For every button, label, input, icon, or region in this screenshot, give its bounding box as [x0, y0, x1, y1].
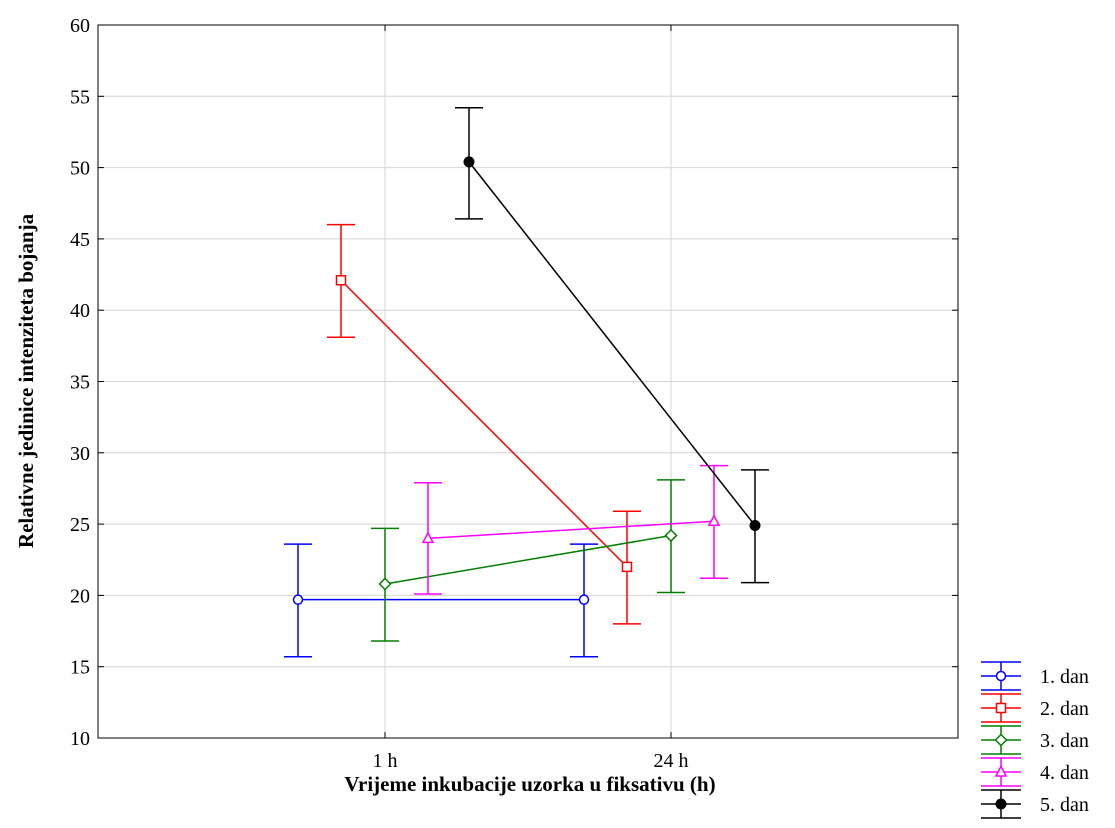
legend-marker [995, 702, 1007, 714]
legend: 1. dan 2. dan 3. dan 4. dan 5. dan [981, 661, 1089, 819]
legend-label: 2. dan [1040, 698, 1089, 720]
data-point [421, 531, 435, 544]
series-line [427, 520, 715, 540]
y-tick-label: 20 [70, 585, 90, 607]
series-2 [327, 223, 641, 625]
legend-marker [995, 798, 1007, 810]
legend-item: 2. dan [981, 693, 1089, 723]
legend-item: 3. dan [981, 725, 1089, 755]
y-tick-label: 25 [70, 514, 90, 536]
legend-label: 3. dan [1040, 730, 1089, 752]
legend-label: 1. dan [1040, 666, 1089, 688]
x-axis: 1 h 24 h [373, 25, 689, 772]
legend-label: 5. dan [1040, 794, 1089, 816]
x-tick-label: 24 h [654, 750, 689, 772]
legend-item: 4. dan [981, 757, 1089, 787]
data-point [707, 514, 721, 526]
y-axis: 10 15 20 25 30 35 40 45 50 55 60 [70, 15, 958, 750]
y-tick-label: 30 [70, 443, 90, 465]
x-axis-title: Vrijeme inkubacije uzorka u fiksativu (h… [344, 772, 715, 796]
series-5 [455, 106, 769, 584]
y-tick-label: 35 [70, 372, 90, 394]
x-tick-label: 1 h [373, 750, 398, 772]
y-axis-title: Relativne jedinice intenziteta bojanja [14, 213, 38, 548]
y-tick-label: 60 [70, 15, 90, 37]
legend-marker [994, 733, 1008, 747]
data-point [578, 594, 590, 605]
series-line [384, 534, 672, 585]
series-line [468, 161, 756, 526]
legend-item: 1. dan [981, 661, 1089, 691]
series-line [340, 279, 628, 568]
legend-item: 5. dan [981, 789, 1089, 819]
data-point [749, 520, 761, 532]
legend-marker [994, 764, 1008, 777]
data-point [621, 561, 633, 573]
y-tick-label: 40 [70, 300, 90, 322]
series-layer [284, 106, 769, 658]
legend-marker [995, 670, 1007, 682]
data-point [335, 275, 347, 286]
y-tick-label: 50 [70, 158, 90, 180]
y-tick-label: 45 [70, 229, 90, 251]
data-point [664, 528, 678, 543]
data-point [292, 594, 304, 605]
legend-label: 4. dan [1040, 762, 1089, 784]
series-4 [414, 464, 728, 595]
data-point [378, 577, 392, 591]
y-tick-label: 15 [70, 657, 90, 679]
y-tick-label: 10 [70, 728, 90, 750]
y-tick-label: 55 [70, 86, 90, 108]
data-point [463, 156, 475, 168]
series-1 [284, 543, 598, 658]
series-3 [371, 479, 685, 642]
